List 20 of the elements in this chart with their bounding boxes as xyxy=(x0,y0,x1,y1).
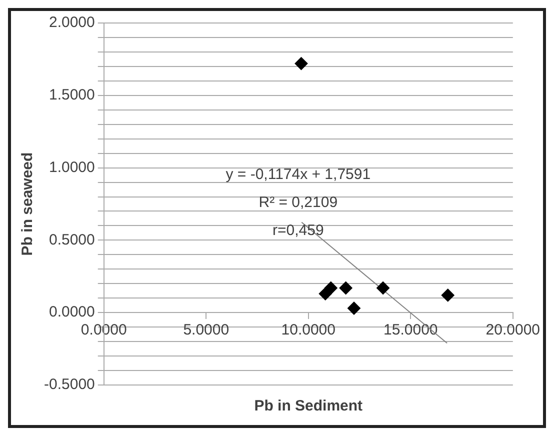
x-tick-label: 0.0000 xyxy=(80,322,127,339)
point xyxy=(376,281,390,294)
point xyxy=(294,57,308,70)
y-tick-label: 0.5000 xyxy=(48,231,95,248)
point xyxy=(441,288,454,302)
y-axis-title: Pb in seaweed xyxy=(19,152,36,256)
y-tick-label: -0.5000 xyxy=(44,376,95,394)
point xyxy=(339,281,352,294)
y-tick-label: 0.0000 xyxy=(48,304,95,321)
point xyxy=(324,281,338,294)
x-tick-label: 20.0000 xyxy=(486,322,540,339)
y-tick-label: 2.0000 xyxy=(48,14,95,32)
y-tick-label: 1.0000 xyxy=(48,158,95,176)
point xyxy=(347,302,360,315)
x-axis-title: Pb in Sediment xyxy=(254,398,363,415)
annotation: R² = 0,2109 xyxy=(258,194,338,212)
annotation: y = -0,1174x + 1,7591 xyxy=(226,166,371,184)
y-tick-label: 1.5000 xyxy=(48,86,95,104)
x-tick-label: 5.0000 xyxy=(183,322,230,339)
x-tick-label: 10.0000 xyxy=(281,322,336,339)
